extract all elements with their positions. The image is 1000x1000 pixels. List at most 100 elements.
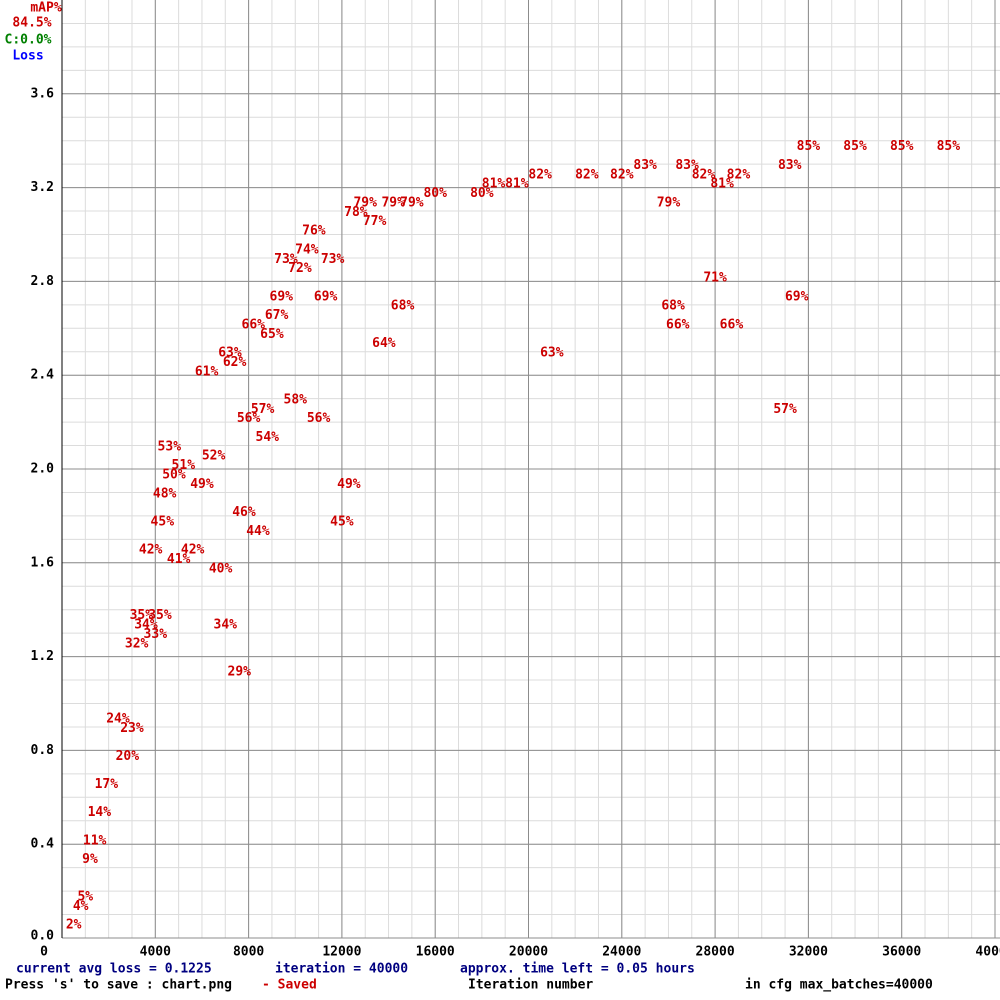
map-label: 23% bbox=[120, 721, 144, 736]
map-label: 11% bbox=[83, 833, 107, 848]
y-tick-label: 3.6 bbox=[31, 86, 55, 101]
map-label: 76% bbox=[302, 224, 326, 239]
map-label: 65% bbox=[260, 327, 284, 342]
map-label: 53% bbox=[158, 439, 182, 454]
map-label: 46% bbox=[232, 505, 256, 520]
map-label: 56% bbox=[307, 411, 331, 426]
save-text: Press 's' to save : chart.png bbox=[5, 978, 232, 993]
map-label: 61% bbox=[195, 364, 219, 379]
x-tick-label: 16000 bbox=[416, 945, 455, 960]
map-label: 79% bbox=[353, 195, 377, 210]
x-tick-label: 32000 bbox=[789, 945, 828, 960]
map-label: 83% bbox=[633, 158, 657, 173]
map-label: 57% bbox=[773, 402, 797, 417]
y-tick-label: 0.8 bbox=[31, 743, 55, 758]
map-label: 81% bbox=[505, 177, 529, 192]
y-tick-label: 0.0 bbox=[31, 929, 55, 944]
map-label: 34% bbox=[134, 618, 158, 633]
map-label: 83% bbox=[675, 158, 699, 173]
map-label: 48% bbox=[153, 486, 177, 501]
map-label: 50% bbox=[162, 468, 186, 483]
map-label: 64% bbox=[372, 336, 396, 351]
map-label: 9% bbox=[82, 852, 98, 867]
map-label: 49% bbox=[337, 477, 361, 492]
map-label: 42% bbox=[181, 543, 205, 558]
y-tick-label: 3.2 bbox=[31, 180, 54, 195]
map-label: 81% bbox=[710, 177, 734, 192]
map-label: 52% bbox=[202, 449, 226, 464]
map-label: 54% bbox=[256, 430, 280, 445]
map-label: 85% bbox=[937, 139, 961, 154]
map-label: 80% bbox=[470, 186, 494, 201]
map-label: 29% bbox=[228, 664, 252, 679]
map-label: 63% bbox=[218, 346, 242, 361]
x-tick-label: 12000 bbox=[322, 945, 361, 960]
map-label: 85% bbox=[843, 139, 867, 154]
saved-text: - Saved bbox=[262, 978, 317, 993]
map-label: 82% bbox=[575, 167, 599, 182]
map-label: 44% bbox=[246, 524, 270, 539]
map-label: 14% bbox=[88, 805, 112, 820]
y-tick-label: 2.8 bbox=[31, 274, 55, 289]
map-label: 82% bbox=[692, 167, 716, 182]
map-label: 2% bbox=[66, 918, 82, 933]
map-label: 41% bbox=[167, 552, 191, 567]
status-loss: current avg loss = 0.1225 bbox=[16, 962, 212, 977]
map-label: 32% bbox=[125, 636, 149, 651]
map-label: 83% bbox=[778, 158, 802, 173]
x-tick-label: 0 bbox=[40, 945, 48, 960]
map-label: 69% bbox=[314, 289, 338, 304]
map-label: 56% bbox=[237, 411, 261, 426]
map-label: 69% bbox=[270, 289, 294, 304]
map-label: 73% bbox=[321, 252, 345, 267]
x-axis-label: Iteration number bbox=[468, 978, 593, 993]
map-label: 66% bbox=[666, 317, 690, 332]
map-label: 82% bbox=[610, 167, 634, 182]
map-label: 81% bbox=[482, 177, 506, 192]
map-label: 49% bbox=[190, 477, 214, 492]
map-label: 34% bbox=[214, 618, 238, 633]
map-label: 68% bbox=[661, 299, 685, 314]
map-label: 79% bbox=[657, 195, 681, 210]
map-label: 35% bbox=[148, 608, 172, 623]
map-label: 69% bbox=[785, 289, 809, 304]
map-label: 35% bbox=[130, 608, 154, 623]
legend-map: mAP% bbox=[30, 1, 61, 16]
map-label: 85% bbox=[797, 139, 821, 154]
legend-loss: Loss bbox=[12, 49, 43, 64]
map-label: 42% bbox=[139, 543, 163, 558]
map-label: 82% bbox=[727, 167, 751, 182]
x-tick-label: 20000 bbox=[509, 945, 548, 960]
x-tick-label: 24000 bbox=[602, 945, 641, 960]
map-label: 45% bbox=[151, 514, 175, 529]
y-tick-label: 1.6 bbox=[31, 555, 55, 570]
y-tick-label: 1.2 bbox=[31, 649, 54, 664]
map-label: 79% bbox=[400, 195, 424, 210]
map-label: 78% bbox=[344, 205, 368, 220]
x-tick-label: 8000 bbox=[233, 945, 264, 960]
map-label: 5% bbox=[77, 890, 93, 905]
map-label: 72% bbox=[288, 261, 312, 276]
map-label: 85% bbox=[890, 139, 914, 154]
status-iteration: iteration = 40000 bbox=[275, 962, 408, 977]
map-label: 20% bbox=[116, 749, 140, 764]
map-label: 62% bbox=[223, 355, 247, 370]
map-label: 66% bbox=[242, 317, 266, 332]
x-tick-label: 4000 bbox=[140, 945, 171, 960]
x-tick-label: 40000 bbox=[975, 945, 1000, 960]
map-label: 79% bbox=[381, 195, 405, 210]
map-label: 45% bbox=[330, 514, 354, 529]
map-label: 51% bbox=[172, 458, 196, 473]
map-label: 40% bbox=[209, 561, 233, 576]
map-label: 77% bbox=[363, 214, 387, 229]
map-label: 4% bbox=[73, 899, 89, 914]
status-time: approx. time left = 0.05 hours bbox=[460, 962, 695, 977]
y-tick-label: 2.0 bbox=[31, 462, 55, 477]
y-tick-label: 0.4 bbox=[31, 837, 55, 852]
conf-label: C:0.0% bbox=[5, 33, 52, 48]
map-label: 58% bbox=[284, 392, 308, 407]
map-label: 63% bbox=[540, 346, 564, 361]
